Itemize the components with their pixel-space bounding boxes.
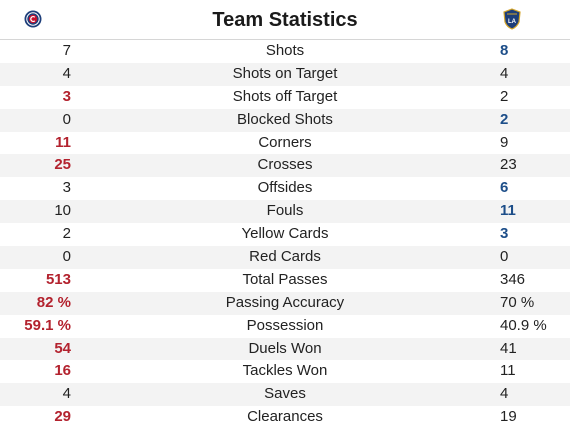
stats-header: Team Statistics LA [0,0,570,40]
away-value: 0 [500,248,509,266]
stat-label: Clearances [247,408,323,426]
home-value: 3 [62,179,71,197]
stat-label: Yellow Cards [241,225,329,243]
away-value: 41 [500,339,517,357]
stat-row: Clearances 29 19 [0,406,570,430]
home-value: 59.1 % [24,316,71,334]
stat-row: Shots off Target 3 2 [0,85,570,109]
away-value: 3 [500,225,509,243]
home-value: 10 [54,202,71,220]
svg-text:LA: LA [508,19,517,25]
away-value: 23 [500,156,517,174]
stat-label: Blocked Shots [237,110,333,128]
stat-label: Corners [258,133,312,151]
stat-row: Fouls 10 11 [0,200,570,224]
away-value: 6 [500,179,509,197]
stat-row: Offsides 3 6 [0,177,570,201]
home-value: 29 [54,408,71,426]
home-value: 4 [62,385,71,403]
away-value: 9 [500,133,509,151]
home-value: 4 [62,64,71,82]
stat-row: Shots 7 8 [0,40,570,63]
stat-row: Blocked Shots 0 2 [0,108,570,132]
stat-label: Shots on Target [232,64,338,82]
stat-row: Duels Won 54 41 [0,337,570,361]
away-value: 346 [500,270,526,288]
stat-label: Possession [246,316,324,334]
chicago-fire-crest-icon [24,10,42,28]
home-value: 3 [62,87,71,105]
home-value: 513 [45,270,71,288]
stat-row: Red Cards 0 0 [0,246,570,269]
stat-label: Passing Accuracy [225,293,345,311]
away-value: 11 [500,362,516,380]
stat-row: Passing Accuracy 82 % 70 % [0,291,570,315]
stat-label: Fouls [266,202,304,220]
away-value: 40.9 % [500,316,547,334]
la-galaxy-crest-icon: LA [503,8,521,30]
away-value: 2 [500,110,509,128]
page-title: Team Statistics [212,9,358,31]
stat-label: Shots [265,42,305,59]
stat-label: Shots off Target [232,87,338,105]
home-value: 0 [62,110,71,128]
home-value: 54 [54,339,71,357]
stat-row: Crosses 25 23 [0,154,570,178]
stat-label: Tackles Won [242,362,328,380]
away-value: 11 [500,202,516,220]
home-value: 25 [54,156,71,174]
stat-row: Saves 4 4 [0,383,570,407]
away-value: 4 [500,385,509,403]
home-value: 7 [62,42,71,59]
away-value: 19 [500,408,517,426]
home-value: 0 [62,248,71,266]
away-value: 4 [500,64,509,82]
home-value: 16 [54,362,71,380]
stat-label: Duels Won [248,339,322,357]
stat-label: Offsides [257,179,313,197]
stat-row: Possession 59.1 % 40.9 % [0,314,570,338]
stat-row: Yellow Cards 2 3 [0,223,570,247]
stat-label: Saves [264,385,306,403]
away-value: 70 % [500,293,535,311]
stat-row: Tackles Won 16 11 [0,360,570,384]
stats-table: Shots 7 8 Shots on Target 4 4 Shots off Target… [0,40,570,430]
stat-row: Total Passes 513 346 [0,268,570,292]
away-value: 8 [500,42,509,59]
stat-label: Crosses [257,156,313,174]
home-value: 2 [62,225,71,243]
stat-row: Shots on Target 4 4 [0,62,570,86]
home-value: 11 [55,133,71,151]
home-value: 82 % [36,293,71,311]
stat-label: Total Passes [242,270,328,288]
stat-row: Corners 11 9 [0,131,570,155]
away-value: 2 [500,87,509,105]
stat-label: Red Cards [249,248,321,266]
